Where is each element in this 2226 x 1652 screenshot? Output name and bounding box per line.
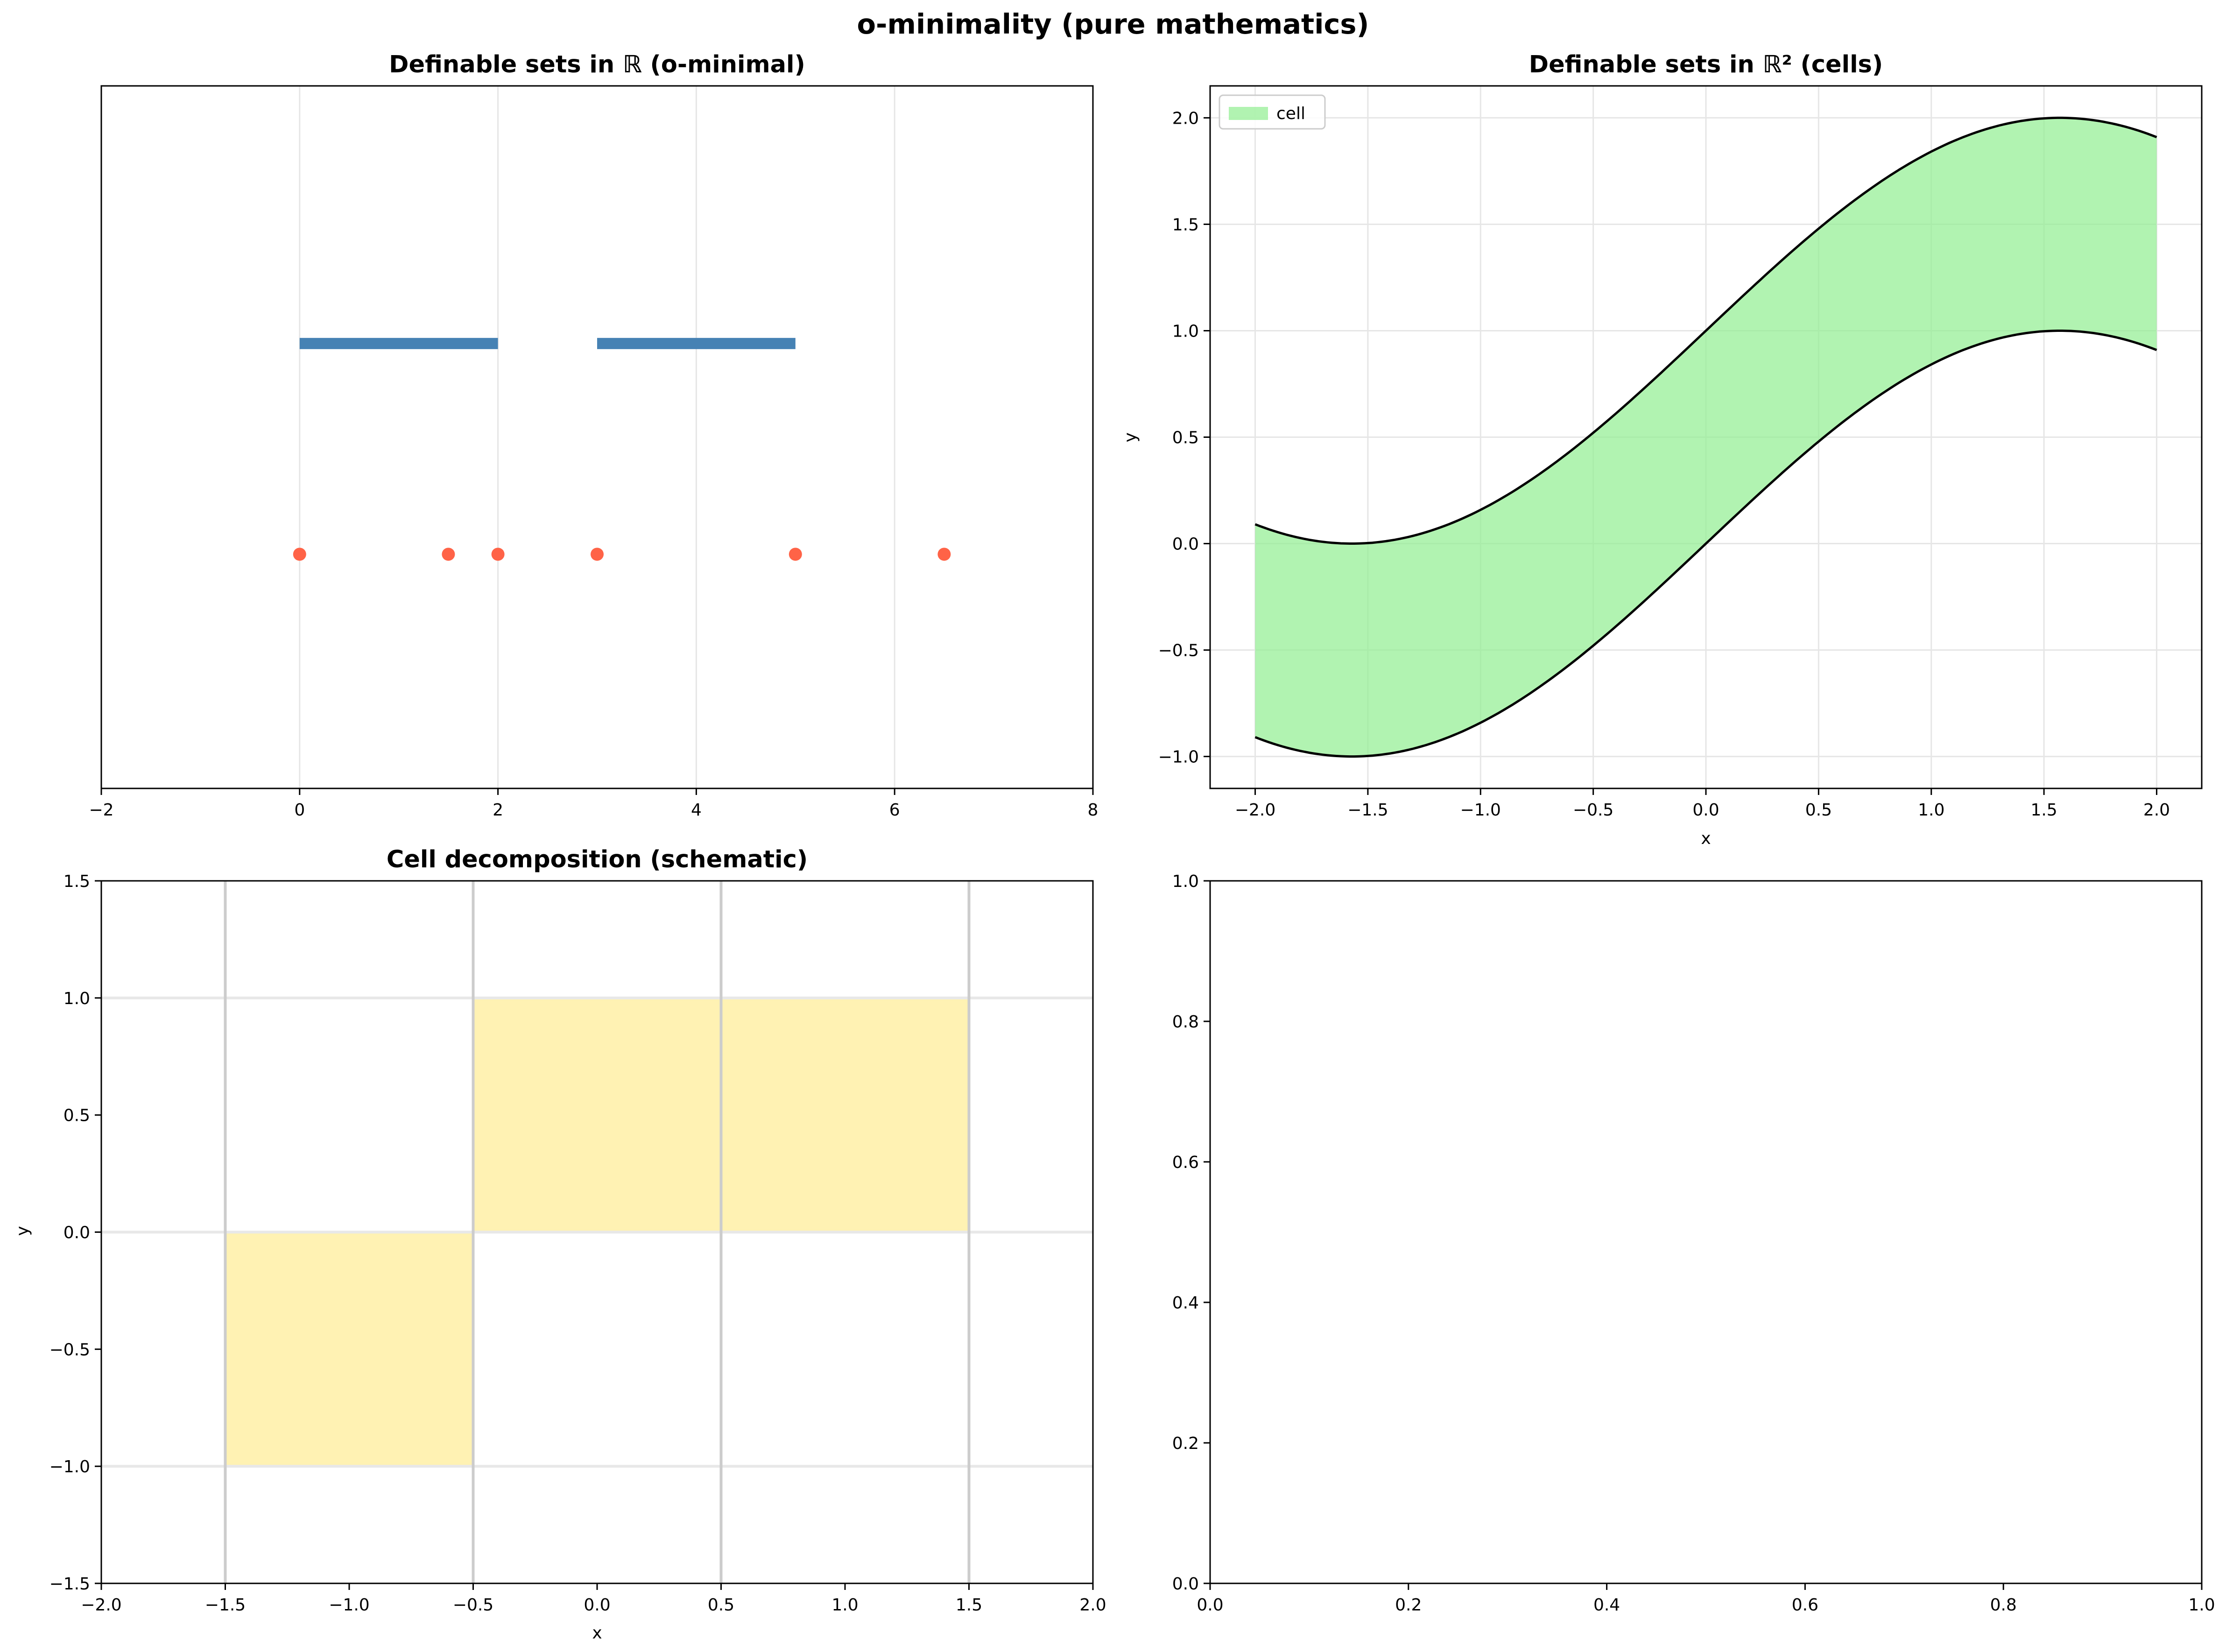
x-tick-label: −0.5 bbox=[453, 1596, 493, 1615]
x-tick-label: 6 bbox=[889, 801, 900, 820]
x-tick-label: 0.0 bbox=[584, 1596, 610, 1615]
legend-label: cell bbox=[1276, 104, 1305, 123]
x-tick-label: 1.5 bbox=[2030, 801, 2057, 820]
panel-definable-sets-r: Definable sets in ℝ (o-minimal) −2 0 2 4 6 8 bbox=[89, 51, 1098, 820]
y-tick-label: −1.0 bbox=[49, 1457, 90, 1476]
plot-content bbox=[101, 881, 1093, 1583]
upper-boundary-curve bbox=[1254, 116, 2157, 545]
x-tick-label: 0.0 bbox=[1692, 801, 1719, 820]
x-tick-label: 0.6 bbox=[1792, 1596, 1818, 1615]
x-tick-label: 0.2 bbox=[1395, 1596, 1422, 1615]
x-tick-label: 1.0 bbox=[1918, 801, 1944, 820]
x-tick-label: 8 bbox=[1088, 801, 1099, 820]
y-tick-label: 0.5 bbox=[63, 1106, 90, 1125]
y-tick-label: −0.5 bbox=[1158, 641, 1199, 661]
decomposition-cell bbox=[225, 1232, 473, 1467]
panel-empty: 0.0 0.2 0.4 0.6 0.8 1.0 0.0 0.2 0.4 0.6 0.8 1.0 bbox=[1172, 872, 2215, 1615]
plot-content bbox=[1210, 86, 2202, 788]
lower-boundary-curve bbox=[1254, 330, 2157, 758]
x-tick-label: 1.0 bbox=[2188, 1596, 2215, 1615]
x-tick-label: 0.8 bbox=[1990, 1596, 2017, 1615]
figure-title: o-minimality (pure mathematics) bbox=[857, 8, 1369, 40]
y-tick-label: 1.5 bbox=[1172, 215, 1199, 234]
y-tick-label: 1.0 bbox=[1172, 322, 1199, 341]
data-point bbox=[789, 548, 802, 561]
y-tick-label: −0.5 bbox=[49, 1340, 90, 1359]
data-point bbox=[491, 548, 505, 561]
decomposition-cell bbox=[473, 998, 721, 1232]
y-tick-label: 0.0 bbox=[1172, 1575, 1199, 1594]
legend-swatch bbox=[1229, 107, 1268, 120]
x-tick-label: −2 bbox=[89, 801, 113, 820]
y-tick-label: 0.6 bbox=[1172, 1153, 1199, 1172]
data-point bbox=[293, 548, 306, 561]
x-tick-label: −1.5 bbox=[205, 1596, 246, 1615]
y-tick-label: 0.0 bbox=[1172, 535, 1199, 554]
x-tick-label: 0.5 bbox=[708, 1596, 734, 1615]
data-point bbox=[442, 548, 455, 561]
panel-title: Definable sets in ℝ² (cells) bbox=[1529, 51, 1883, 78]
y-tick-label: −1.5 bbox=[49, 1575, 90, 1594]
axes-frame bbox=[1209, 880, 2203, 1584]
legend: cell bbox=[1219, 94, 1326, 130]
y-tick-label: 0.0 bbox=[63, 1223, 90, 1243]
x-tick-label: −0.5 bbox=[1573, 801, 1613, 820]
x-axis-label: x bbox=[1701, 829, 1711, 848]
x-tick-label: 0.5 bbox=[1805, 801, 1832, 820]
axes-frame bbox=[100, 85, 1094, 789]
x-tick-label: −1.0 bbox=[1460, 801, 1501, 820]
y-tick-label: 2.0 bbox=[1172, 109, 1199, 128]
panel-definable-sets-r2: Definable sets in ℝ² (cells) x y cell −2.… bbox=[1121, 51, 2203, 848]
x-tick-label: 0 bbox=[294, 801, 305, 820]
x-tick-label: −2.0 bbox=[81, 1596, 121, 1615]
x-tick-label: 1.5 bbox=[956, 1596, 982, 1615]
x-axis-label: x bbox=[592, 1624, 602, 1643]
data-point bbox=[591, 548, 604, 561]
y-tick-label: 0.2 bbox=[1172, 1434, 1199, 1453]
y-tick-label: 0.4 bbox=[1172, 1293, 1199, 1313]
y-tick-label: 1.5 bbox=[63, 872, 90, 891]
plot-content bbox=[100, 86, 1094, 788]
x-tick-label: 2.0 bbox=[2143, 801, 2170, 820]
x-tick-label: 2.0 bbox=[1079, 1596, 1106, 1615]
decomposition-cell bbox=[721, 998, 969, 1232]
panel-title: Definable sets in ℝ (o-minimal) bbox=[389, 51, 805, 78]
panel-cell-decomposition: Cell decomposition (schematic) x y −2.0 −… bbox=[13, 846, 1106, 1643]
y-tick-label: −1.0 bbox=[1158, 748, 1199, 767]
y-tick-label: 1.0 bbox=[1172, 872, 1199, 891]
data-point bbox=[937, 548, 951, 561]
y-axis-label: y bbox=[1121, 432, 1140, 442]
x-tick-label: −1.0 bbox=[329, 1596, 369, 1615]
x-tick-label: 0.4 bbox=[1593, 1596, 1620, 1615]
x-tick-label: −1.5 bbox=[1347, 801, 1388, 820]
x-tick-label: −2.0 bbox=[1235, 801, 1275, 820]
x-tick-label: 1.0 bbox=[831, 1596, 858, 1615]
x-tick-label: 2 bbox=[493, 801, 503, 820]
x-tick-label: 4 bbox=[691, 801, 702, 820]
legend-box bbox=[1219, 94, 1326, 130]
panel-title: Cell decomposition (schematic) bbox=[387, 846, 808, 873]
y-tick-label: 0.5 bbox=[1172, 429, 1199, 448]
y-axis-label: y bbox=[13, 1226, 32, 1236]
cell-area bbox=[1255, 118, 2157, 757]
x-tick-label: 0.0 bbox=[1197, 1596, 1223, 1615]
y-tick-label: 0.8 bbox=[1172, 1012, 1199, 1032]
y-tick-label: 1.0 bbox=[63, 989, 90, 1008]
